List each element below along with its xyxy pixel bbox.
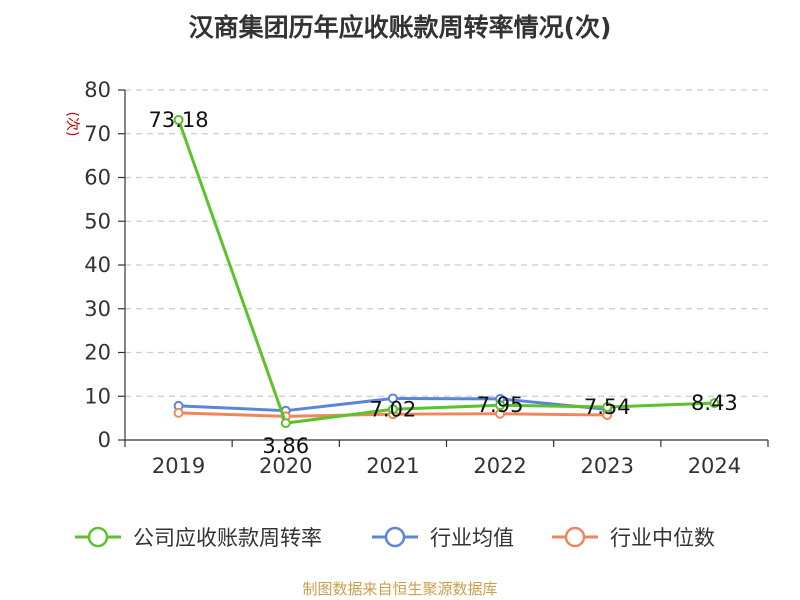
y-axis-unit-label: (次) [64, 112, 80, 137]
legend-marker-icon [384, 526, 406, 548]
axes: 0 10 20 30 40 50 60 70 80 2019 2020 2021 2022 2023 202… [84, 78, 769, 478]
y-tick-label: 30 [84, 297, 111, 321]
legend-marker-icon [564, 526, 586, 548]
data-point [602, 402, 613, 413]
y-tick-label: 40 [84, 253, 111, 277]
legend-label: 公司应收账款周转率 [133, 526, 322, 550]
y-tick-label: 20 [84, 341, 111, 365]
y-tick-label: 50 [84, 209, 111, 233]
legend-label: 行业中位数 [610, 526, 715, 550]
data-label: 7.02 [370, 397, 417, 421]
x-tick-label: 2024 [688, 454, 741, 478]
y-tick-label: 10 [84, 384, 111, 408]
y-tick-label: 70 [84, 122, 111, 146]
data-label: 73.18 [149, 108, 209, 132]
legend-marker-icon [87, 526, 109, 548]
data-point [173, 407, 184, 418]
legend-label: 行业均值 [430, 526, 514, 550]
legend-item: 行业均值 [372, 526, 514, 550]
data-label: 7.95 [477, 393, 524, 417]
chart-title: 汉商集团历年应收账款周转率情况(次) [188, 13, 612, 42]
x-tick-label: 2022 [473, 454, 526, 478]
data-label: 8.43 [691, 391, 738, 415]
x-tick-label: 2023 [581, 454, 634, 478]
x-tick-label: 2021 [366, 454, 419, 478]
y-tick-label: 0 [98, 428, 111, 452]
data-point [173, 114, 184, 125]
legend-item: 公司应收账款周转率 [75, 526, 322, 550]
data-point [280, 418, 291, 429]
series-line [177, 119, 715, 425]
data-point [387, 404, 398, 415]
x-tick-label: 2020 [259, 454, 312, 478]
data-label: 7.54 [584, 395, 631, 419]
x-tick-label: 2019 [152, 454, 205, 478]
legend: 公司应收账款周转率 行业均值 行业中位数 [75, 526, 715, 550]
data-label: 3.86 [262, 434, 309, 458]
grid-lines [125, 89, 768, 397]
y-tick-label: 80 [84, 78, 111, 102]
data-point [709, 398, 720, 409]
data-labels: 73.18 3.86 7.02 7.95 7.54 8.43 [149, 108, 738, 458]
y-tick-label: 60 [84, 166, 111, 190]
source-note: 制图数据来自恒生聚源数据库 [302, 580, 498, 598]
series-lines [173, 114, 720, 429]
data-point [387, 393, 398, 404]
data-point [495, 400, 506, 411]
legend-item: 行业中位数 [552, 526, 715, 550]
